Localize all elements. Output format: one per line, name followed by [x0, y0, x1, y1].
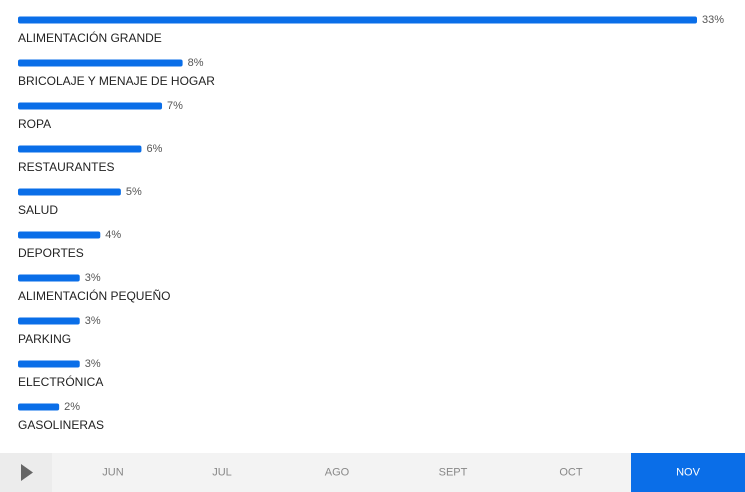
- value-label: 2%: [64, 401, 80, 413]
- category-label: RESTAURANTES: [18, 160, 114, 174]
- bar: [18, 403, 60, 411]
- category-label: GASOLINERAS: [18, 418, 104, 432]
- category-label: PARKING: [18, 332, 71, 346]
- month-label[interactable]: JUL: [212, 466, 232, 478]
- bar: [18, 231, 101, 239]
- category-label: ALIMENTACIÓN GRANDE: [18, 30, 162, 45]
- value-label: 4%: [105, 229, 121, 241]
- month-selected[interactable]: [631, 453, 745, 492]
- month-label[interactable]: SEPT: [439, 466, 468, 478]
- bar: [18, 16, 697, 24]
- value-label: 3%: [85, 272, 101, 284]
- timeline-bar: [0, 453, 745, 492]
- value-label: 8%: [188, 57, 204, 69]
- month-label[interactable]: OCT: [559, 466, 583, 478]
- value-label: 5%: [126, 186, 142, 198]
- category-label: ALIMENTACIÓN PEQUEÑO: [18, 288, 170, 303]
- bar: [18, 102, 163, 110]
- category-label: DEPORTES: [18, 246, 84, 260]
- value-label: 33%: [702, 14, 724, 26]
- category-label: BRICOLAJE Y MENAJE DE HOGAR: [18, 74, 215, 88]
- bar: [18, 188, 121, 196]
- bar: [18, 274, 80, 282]
- value-label: 7%: [167, 100, 183, 112]
- value-label: 6%: [146, 143, 162, 155]
- value-label: 3%: [85, 358, 101, 370]
- value-label: 3%: [85, 315, 101, 327]
- category-label: SALUD: [18, 203, 58, 217]
- category-label: ROPA: [18, 117, 51, 131]
- play-icon: [21, 464, 33, 481]
- bar: [18, 145, 142, 153]
- month-label[interactable]: JUN: [102, 466, 123, 478]
- month-label[interactable]: AGO: [325, 466, 350, 478]
- bar: [18, 317, 80, 325]
- category-label: ELECTRÓNICA: [18, 374, 103, 389]
- month-label[interactable]: NOV: [676, 466, 701, 478]
- bar: [18, 360, 80, 368]
- bar: [18, 59, 183, 67]
